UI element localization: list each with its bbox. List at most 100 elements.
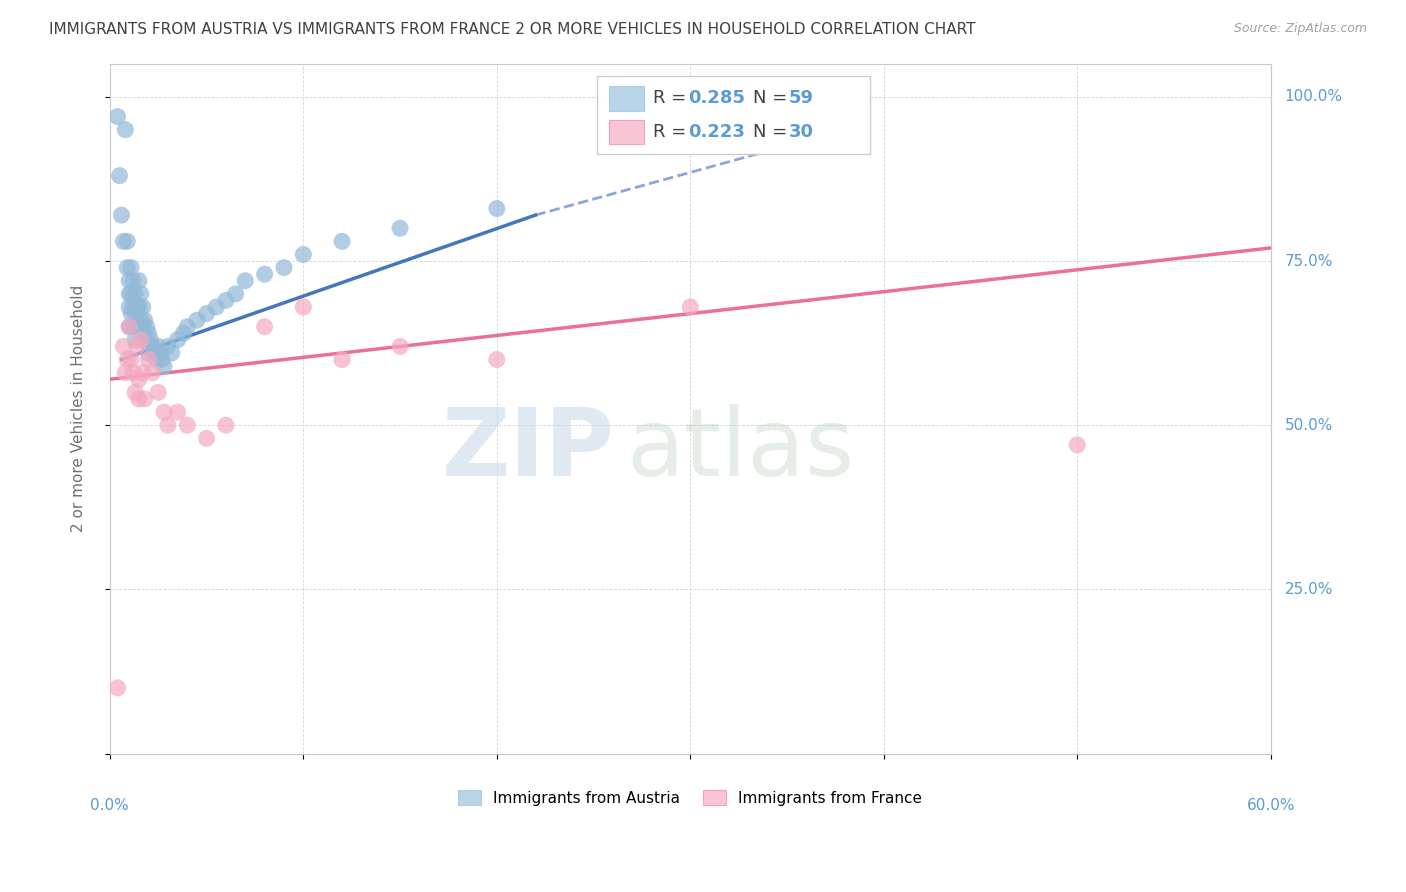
Point xyxy=(122,366,145,380)
Point xyxy=(330,352,353,367)
Point xyxy=(132,300,155,314)
Point xyxy=(114,366,136,380)
Point xyxy=(120,260,142,275)
Point xyxy=(176,418,198,433)
Point xyxy=(128,319,150,334)
FancyBboxPatch shape xyxy=(609,120,644,145)
Point xyxy=(122,274,145,288)
Text: N =: N = xyxy=(754,123,793,141)
Text: 30: 30 xyxy=(789,123,814,141)
FancyBboxPatch shape xyxy=(598,77,870,153)
Point xyxy=(135,319,157,334)
Point xyxy=(118,300,141,314)
Point xyxy=(195,307,218,321)
Point xyxy=(107,110,129,124)
Point xyxy=(141,339,163,353)
Point xyxy=(124,333,146,347)
Point xyxy=(148,385,170,400)
FancyBboxPatch shape xyxy=(609,86,644,111)
Point xyxy=(125,300,148,314)
Point xyxy=(150,352,173,367)
Point xyxy=(132,319,155,334)
Point xyxy=(186,313,208,327)
Point xyxy=(134,392,156,406)
Point xyxy=(118,319,141,334)
Point xyxy=(132,366,155,380)
Text: 0.0%: 0.0% xyxy=(90,798,129,814)
Point xyxy=(195,431,218,445)
Point xyxy=(129,286,152,301)
Point xyxy=(138,346,160,360)
Point xyxy=(128,372,150,386)
Point xyxy=(134,333,156,347)
Point xyxy=(139,333,162,347)
Text: R =: R = xyxy=(654,89,692,107)
Point xyxy=(225,286,247,301)
Text: IMMIGRANTS FROM AUSTRIA VS IMMIGRANTS FROM FRANCE 2 OR MORE VEHICLES IN HOUSEHOL: IMMIGRANTS FROM AUSTRIA VS IMMIGRANTS FR… xyxy=(49,22,976,37)
Point xyxy=(253,319,276,334)
Point xyxy=(124,307,146,321)
Text: ZIP: ZIP xyxy=(441,404,614,496)
Point xyxy=(118,286,141,301)
Point xyxy=(485,352,508,367)
Legend: Immigrants from Austria, Immigrants from France: Immigrants from Austria, Immigrants from… xyxy=(449,780,932,814)
Point xyxy=(679,300,702,314)
Point xyxy=(160,346,183,360)
Point xyxy=(389,221,412,235)
Point xyxy=(153,405,176,419)
Point xyxy=(172,326,194,341)
Point xyxy=(122,300,145,314)
Point xyxy=(330,235,353,249)
Point xyxy=(176,319,198,334)
Text: 0.223: 0.223 xyxy=(688,123,745,141)
Point xyxy=(205,300,228,314)
Text: atlas: atlas xyxy=(627,404,855,496)
Point xyxy=(153,359,176,373)
Point xyxy=(138,326,160,341)
Point xyxy=(485,202,508,216)
Point xyxy=(108,169,131,183)
Point xyxy=(156,339,179,353)
Point xyxy=(166,333,188,347)
Point xyxy=(292,247,315,261)
Text: 25.0%: 25.0% xyxy=(1285,582,1333,597)
Point xyxy=(124,385,146,400)
Point xyxy=(233,274,256,288)
Point xyxy=(124,286,146,301)
Text: 59: 59 xyxy=(789,89,814,107)
Point xyxy=(129,333,152,347)
Point xyxy=(117,235,139,249)
Point xyxy=(120,307,142,321)
Point xyxy=(141,366,163,380)
Point xyxy=(143,346,166,360)
Point xyxy=(117,260,139,275)
Point xyxy=(118,274,141,288)
Text: R =: R = xyxy=(654,123,692,141)
Point xyxy=(138,352,160,367)
Text: 100.0%: 100.0% xyxy=(1285,89,1343,104)
Point xyxy=(166,405,188,419)
Text: 0.285: 0.285 xyxy=(688,89,745,107)
Y-axis label: 2 or more Vehicles in Household: 2 or more Vehicles in Household xyxy=(72,285,86,533)
Point xyxy=(134,313,156,327)
Text: 75.0%: 75.0% xyxy=(1285,253,1333,268)
Point xyxy=(122,319,145,334)
Point xyxy=(215,293,238,308)
Point xyxy=(389,339,412,353)
Point xyxy=(120,352,142,367)
Point xyxy=(110,208,132,222)
Point xyxy=(128,392,150,406)
Point xyxy=(114,122,136,136)
Point xyxy=(145,352,167,367)
Text: Source: ZipAtlas.com: Source: ZipAtlas.com xyxy=(1233,22,1367,36)
Point xyxy=(125,339,148,353)
Point xyxy=(118,319,141,334)
Text: 60.0%: 60.0% xyxy=(1247,798,1295,814)
Point xyxy=(253,267,276,281)
Point xyxy=(112,235,135,249)
Point xyxy=(215,418,238,433)
Point xyxy=(120,286,142,301)
Point xyxy=(292,300,315,314)
Point xyxy=(128,300,150,314)
Point xyxy=(112,339,135,353)
